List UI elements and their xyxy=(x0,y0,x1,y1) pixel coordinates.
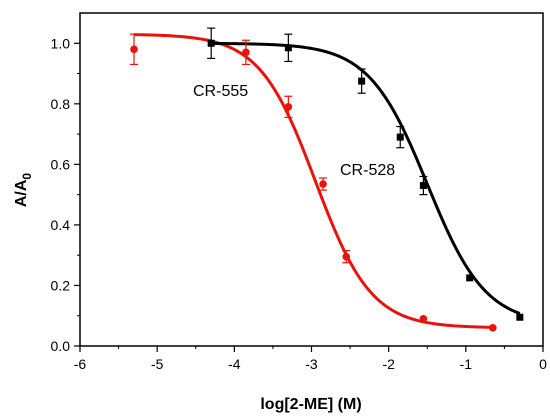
point-cr528 xyxy=(284,44,292,52)
data-points xyxy=(130,27,524,332)
point-cr555 xyxy=(319,180,327,188)
fit-curves xyxy=(133,33,521,329)
point-cr528 xyxy=(516,313,524,321)
y-tick-label: 0.4 xyxy=(51,217,71,233)
x-tick-label: -3 xyxy=(305,356,318,372)
fit-curve-cr528 xyxy=(211,41,521,315)
x-axis-title: log[2-ME] (M) xyxy=(260,396,361,413)
y-tick-label: 1.0 xyxy=(51,35,71,51)
point-cr528 xyxy=(207,39,215,47)
x-tick-label: -2 xyxy=(382,356,395,372)
point-cr528 xyxy=(419,182,427,190)
x-tick-label: -5 xyxy=(151,356,164,372)
y-axis-title-sub: 0 xyxy=(20,173,34,180)
x-tick-label: 0 xyxy=(539,356,547,372)
point-cr528 xyxy=(396,133,404,141)
y-tick-label: 0.0 xyxy=(51,338,71,354)
point-cr528 xyxy=(358,77,366,85)
series-label-cr528: CR-528 xyxy=(340,162,395,179)
point-cr555 xyxy=(489,324,497,332)
point-cr555 xyxy=(130,45,138,54)
fit-curve-cr555 xyxy=(133,33,493,329)
point-cr555 xyxy=(242,48,250,57)
plot-frame xyxy=(79,12,544,347)
y-tick-label: 0.6 xyxy=(51,156,71,172)
svg-text:A/A0: A/A0 xyxy=(13,173,34,208)
point-cr555 xyxy=(284,103,293,111)
x-tick-label: -1 xyxy=(460,356,473,372)
y-tick-label: 0.8 xyxy=(51,96,71,112)
x-tick-label: -6 xyxy=(74,356,87,372)
point-cr528 xyxy=(466,274,474,282)
x-tick-label: -4 xyxy=(228,356,241,372)
y-tick-label: 0.2 xyxy=(51,277,71,293)
series-label-cr555: CR-555 xyxy=(193,83,248,100)
point-cr555 xyxy=(419,314,428,323)
axes: -6 -5 -4 -3 -2 -1 0 0.0 0.2 0.4 0.6 0.8 1.0 xyxy=(51,12,547,372)
point-cr555 xyxy=(342,252,351,261)
y-axis-title-main: A/A xyxy=(13,179,30,207)
y-axis-title: A/A0 xyxy=(13,173,34,208)
